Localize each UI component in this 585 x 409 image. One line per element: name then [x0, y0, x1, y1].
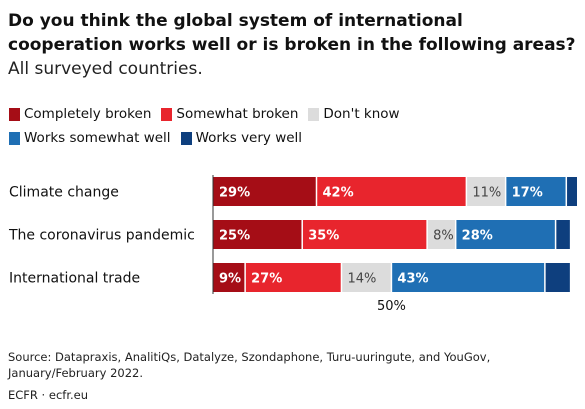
- data-label: 42%: [322, 186, 353, 201]
- data-label: 28%: [462, 229, 493, 244]
- bar-segment: [455, 220, 556, 249]
- legend-item: Works very well: [180, 130, 303, 146]
- bar-segment: [505, 177, 567, 206]
- legend-item: Somewhat broken: [161, 106, 298, 122]
- legend-item: Don't know: [308, 106, 400, 122]
- bar-segment: [544, 263, 570, 292]
- bar-segment: [245, 263, 342, 292]
- chart-title-bold: Do you think the global system of intern…: [8, 11, 576, 55]
- data-label: 11%: [472, 186, 501, 201]
- source-note: Source: Datapraxis, AnalitiQs, Datalyze,…: [8, 350, 491, 380]
- data-label: 29%: [219, 186, 250, 201]
- bar-segment: [466, 177, 506, 206]
- bar-segment: [391, 263, 545, 292]
- legend-item: Completely broken: [9, 106, 151, 122]
- bar-segment: [555, 220, 570, 249]
- legend-swatch: [308, 107, 320, 121]
- legend-label: Completely broken: [24, 106, 152, 122]
- reference-label: 50%: [377, 299, 406, 314]
- data-label: 9%: [219, 272, 241, 287]
- bar-segment: [566, 177, 577, 206]
- chart-title-subtitle: All surveyed countries.: [8, 59, 203, 79]
- data-label: 17%: [512, 186, 543, 201]
- bar-segment: [427, 220, 456, 249]
- legend-label: Somewhat broken: [176, 106, 299, 122]
- bar-segment: [302, 220, 428, 249]
- legend-label: Works somewhat well: [24, 130, 171, 146]
- data-label: 14%: [347, 272, 376, 287]
- legend-swatch: [161, 107, 173, 121]
- credit-note: ECFR · ecfr.eu: [8, 388, 89, 402]
- data-label: 27%: [251, 272, 282, 287]
- bar-segment: [316, 177, 467, 206]
- bar-segment: [213, 177, 317, 206]
- data-label: 43%: [397, 272, 428, 287]
- bar-segment: [213, 220, 303, 249]
- chart-legend: Completely broken Somewhat broken Don't kn…: [9, 106, 579, 146]
- chart-title: Do you think the global system of intern…: [8, 9, 578, 81]
- legend-item: Works somewhat well: [9, 130, 171, 146]
- legend-swatch: [9, 131, 20, 145]
- category-label: International trade: [9, 271, 140, 287]
- stacked-bar-chart: Climate change 29% 42% 11% 17% The coronaviru…: [8, 175, 577, 314]
- data-label: 25%: [219, 229, 250, 244]
- data-label: 35%: [308, 229, 339, 244]
- legend-label: Works very well: [195, 130, 303, 146]
- category-label: The coronavirus pandemic: [8, 228, 195, 244]
- category-label: Climate change: [9, 185, 119, 201]
- data-label: 8%: [433, 229, 454, 244]
- legend-label: Don't know: [323, 106, 400, 122]
- legend-swatch: [180, 131, 192, 145]
- bar-segment: [341, 263, 392, 292]
- bar-segment: [213, 263, 246, 292]
- legend-swatch: [9, 107, 20, 121]
